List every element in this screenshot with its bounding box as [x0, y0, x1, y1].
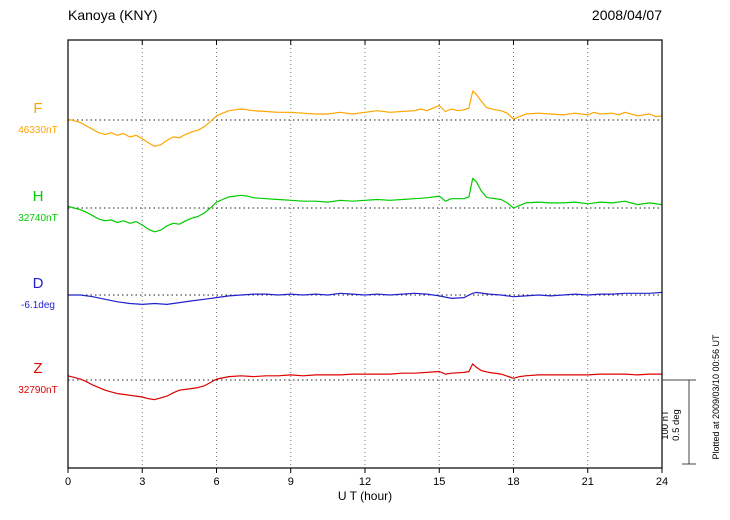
series-letter-H: H: [32, 188, 44, 205]
scale-label-nt: 100 nT: [660, 410, 671, 440]
series-baseline-value-F: 46330nT: [18, 125, 58, 136]
x-tick-label: 15: [433, 476, 445, 488]
x-tick-label: 21: [582, 476, 594, 488]
trace-Z: [67, 363, 663, 401]
plot-frame: [67, 39, 663, 469]
x-tick-label: 12: [359, 476, 371, 488]
x-tick-label: 3: [139, 476, 145, 488]
trace-F: [67, 90, 663, 147]
x-tick-label: 24: [656, 476, 668, 488]
scale-label-deg: 0.5 deg: [671, 409, 682, 441]
station-title: Kanoya (KNY): [68, 7, 158, 23]
plotted-at-note: Plotted at 2009/03/10 00:56 UT: [711, 334, 721, 460]
series-letter-Z: Z: [33, 360, 43, 377]
trace-H: [67, 177, 663, 233]
trace-D: [67, 291, 663, 305]
series-letter-D: D: [32, 275, 44, 292]
plot-date: 2008/04/07: [591, 7, 662, 23]
x-tick-label: 9: [288, 476, 294, 488]
x-tick-label: 6: [213, 476, 219, 488]
x-tick-label: 18: [507, 476, 519, 488]
series-baseline-value-D: -6.1deg: [21, 300, 55, 311]
x-tick-label: 0: [65, 476, 71, 488]
series-letter-F: F: [33, 100, 43, 117]
plot-dynamic-layer: 0 3 6 9 12 15 18 21 24: [65, 40, 668, 488]
series-baseline-value-Z: 32790nT: [18, 385, 58, 396]
series-baseline-value-H: 32740nT: [18, 213, 58, 224]
x-axis-label: U T (hour): [337, 489, 393, 503]
